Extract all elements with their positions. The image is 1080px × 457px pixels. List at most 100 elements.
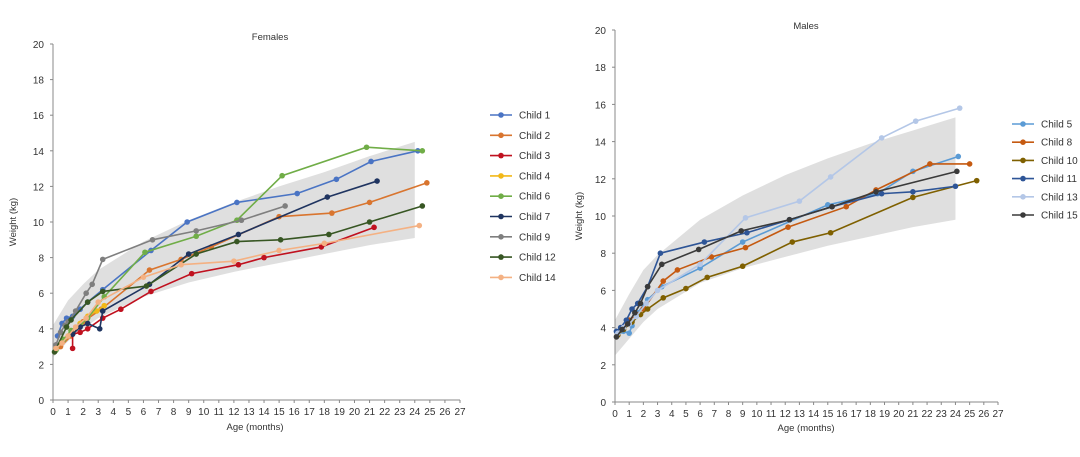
legend-item: Child 14 — [490, 273, 556, 284]
legend-label: Child 3 — [519, 151, 551, 162]
legend-label: Child 11 — [1041, 174, 1077, 185]
data-point — [118, 306, 124, 313]
data-point — [93, 308, 100, 314]
x-tick-label: 10 — [751, 409, 763, 420]
legend-label: Child 6 — [519, 192, 551, 203]
data-point — [912, 118, 919, 124]
data-point — [363, 144, 370, 151]
x-tick-label: 2 — [641, 409, 647, 420]
data-point — [277, 237, 284, 243]
y-tick-label: 18 — [33, 76, 45, 87]
x-axis-label: Age (months) — [226, 422, 283, 433]
legend-label: Child 4 — [519, 171, 551, 182]
x-tick-label: 10 — [198, 407, 210, 418]
data-point — [695, 246, 702, 253]
x-tick-label: 26 — [439, 407, 451, 418]
data-point — [333, 176, 340, 183]
legend-marker — [1020, 194, 1026, 200]
data-point — [744, 229, 750, 236]
y-tick-label: 16 — [595, 100, 607, 111]
x-tick-label: 8 — [171, 407, 177, 418]
data-point — [276, 247, 282, 254]
x-tick-label: 24 — [950, 409, 962, 420]
data-point — [660, 295, 667, 301]
data-point — [77, 329, 83, 336]
y-tick-label: 10 — [33, 218, 45, 229]
data-point — [235, 231, 242, 238]
x-tick-label: 20 — [893, 409, 905, 420]
legend-marker — [1020, 121, 1026, 127]
data-point — [72, 324, 79, 330]
reference-band — [615, 117, 956, 356]
data-point — [83, 315, 89, 321]
legend-label: Child 1 — [519, 111, 551, 122]
data-point — [366, 199, 373, 206]
legend-item: Child 11 — [1012, 174, 1077, 185]
legend-item: Child 8 — [1012, 138, 1073, 149]
data-point — [786, 216, 793, 223]
data-point — [955, 153, 962, 160]
data-point — [53, 345, 59, 352]
x-tick-label: 9 — [740, 409, 746, 420]
legend-label: Child 9 — [519, 232, 551, 243]
data-point — [742, 244, 749, 251]
data-point — [878, 135, 885, 141]
legend-label: Child 10 — [1041, 156, 1078, 167]
y-tick-label: 2 — [38, 360, 44, 371]
data-point — [419, 148, 426, 154]
data-point — [683, 285, 689, 292]
legend-marker — [498, 173, 504, 179]
data-point — [956, 105, 963, 111]
y-tick-label: 6 — [38, 289, 44, 300]
y-axis-label: Weight (kg) — [8, 198, 19, 246]
data-point — [738, 228, 745, 234]
data-point — [83, 290, 89, 297]
y-tick-label: 6 — [600, 286, 606, 297]
y-tick-label: 16 — [33, 111, 45, 122]
x-tick-label: 13 — [243, 407, 255, 418]
data-point — [69, 345, 76, 352]
data-point — [193, 251, 200, 257]
legend-item: Child 1 — [490, 111, 551, 122]
legend-label: Child 5 — [1041, 120, 1073, 131]
y-tick-label: 8 — [600, 249, 606, 260]
legend-item: Child 12 — [490, 253, 556, 264]
data-point — [424, 180, 430, 186]
x-tick-label: 14 — [808, 409, 820, 420]
x-tick-label: 25 — [424, 407, 436, 418]
data-point — [829, 203, 835, 210]
legend-item: Child 15 — [1012, 211, 1078, 222]
data-point — [184, 219, 190, 225]
x-tick-label: 6 — [141, 407, 147, 418]
data-point — [84, 320, 91, 327]
data-point — [231, 258, 237, 264]
data-point — [99, 256, 106, 263]
y-tick-label: 0 — [38, 396, 44, 407]
y-tick-label: 12 — [595, 175, 607, 186]
y-tick-label: 2 — [600, 361, 606, 372]
y-tick-label: 14 — [33, 147, 45, 158]
data-point — [99, 288, 106, 295]
legend-marker — [498, 213, 504, 220]
data-point — [193, 228, 200, 234]
data-point — [910, 194, 916, 201]
data-point — [149, 237, 156, 243]
reference-band — [53, 141, 415, 358]
data-point — [96, 326, 103, 332]
legend-marker — [498, 234, 504, 240]
data-point — [140, 274, 147, 280]
data-point — [329, 210, 335, 216]
data-point — [660, 278, 667, 284]
data-point — [954, 168, 960, 175]
data-point — [659, 261, 665, 268]
data-point — [326, 231, 332, 238]
legend-marker — [498, 254, 504, 260]
x-tick-label: 1 — [626, 409, 632, 420]
legend-item: Child 5 — [1012, 120, 1073, 131]
data-point — [644, 283, 651, 290]
data-point — [77, 324, 83, 330]
data-point — [644, 306, 651, 312]
legend-label: Child 7 — [519, 212, 551, 223]
legend-item: Child 7 — [490, 212, 551, 223]
series-line — [72, 180, 378, 335]
